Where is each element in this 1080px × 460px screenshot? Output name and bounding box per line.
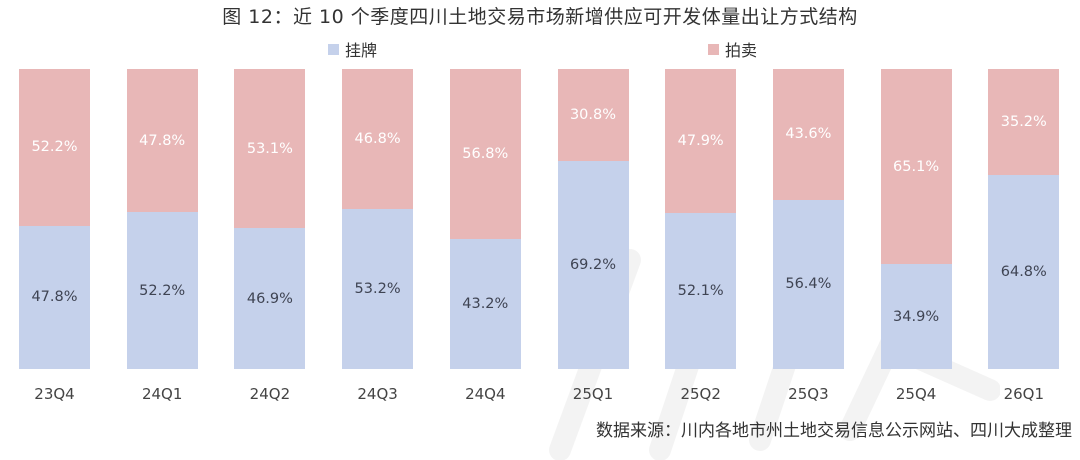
legend-label-listing: 挂牌	[345, 41, 378, 60]
x-tick-label: 25Q4	[895, 385, 937, 403]
data-source-note: 数据来源：川内各地市州土地交易信息公示网站、四川大成整理	[596, 421, 1072, 441]
x-tick-label: 25Q3	[788, 385, 829, 403]
data-label-listing: 34.9%	[893, 308, 940, 325]
x-tick-label: 25Q2	[680, 385, 721, 403]
data-label-auction: 35.2%	[1000, 113, 1047, 130]
data-label-auction: 30.8%	[569, 107, 617, 124]
x-tick-label: 25Q1	[572, 385, 614, 403]
data-label-listing: 69.2%	[569, 257, 617, 274]
bar-segment-listing: 52.1%	[665, 212, 737, 369]
bar-23Q4: 52.2% 47.8%	[19, 69, 90, 369]
bar-segment-listing: 52.2%	[126, 212, 198, 369]
bar-segment-auction: 52.2%	[19, 69, 90, 226]
bar-segment-auction: 65.1%	[880, 69, 952, 265]
legend-swatch-listing-icon	[328, 43, 339, 55]
bar-segment-auction: 53.1%	[234, 69, 306, 229]
chart-title: 图 12：近 10 个季度四川土地交易市场新增供应可开发体量出让方式结构	[222, 6, 858, 28]
plot-area: 52.2% 47.8% 47.8% 52.2% 53.1% 46.9% 46.8% 53.2%…	[0, 69, 1080, 369]
bar-segment-auction: 30.8%	[557, 69, 629, 162]
data-label-listing: 43.2%	[462, 296, 509, 313]
bar-segment-listing: 69.2%	[557, 161, 629, 369]
bar-segment-listing: 56.4%	[772, 199, 844, 369]
data-label-listing: 47.8%	[31, 289, 78, 306]
data-label-auction: 46.8%	[354, 131, 401, 148]
bar-24Q1: 47.8% 52.2%	[126, 69, 198, 369]
x-tick-label: 24Q2	[249, 385, 291, 403]
x-tick-label: 24Q3	[357, 385, 398, 403]
data-label-listing: 52.2%	[139, 282, 186, 299]
bar-25Q2: 47.9% 52.1%	[665, 69, 737, 369]
bar-25Q1: 30.8% 69.2%	[557, 69, 629, 369]
data-label-listing: 46.9%	[246, 290, 293, 307]
bar-segment-auction: 43.6%	[772, 69, 844, 200]
data-label-auction: 52.2%	[31, 139, 78, 156]
x-tick-label: 24Q4	[465, 385, 506, 403]
bar-24Q2: 53.1% 46.9%	[234, 69, 306, 369]
legend-item-auction: 拍卖	[708, 37, 757, 61]
data-label-auction: 43.6%	[785, 126, 832, 143]
data-label-auction: 47.8%	[139, 132, 186, 149]
data-label-auction: 56.8%	[462, 146, 509, 163]
bar-25Q4: 65.1% 34.9%	[880, 69, 952, 369]
data-label-listing: 52.1%	[677, 282, 724, 299]
data-label-auction: 47.9%	[677, 132, 724, 149]
legend-label-auction: 拍卖	[725, 41, 758, 60]
legend-swatch-auction-icon	[708, 43, 719, 55]
data-label-auction: 65.1%	[893, 158, 940, 175]
bar-segment-auction: 35.2%	[988, 69, 1060, 175]
data-label-auction: 53.1%	[246, 140, 293, 157]
bar-segment-listing: 53.2%	[342, 209, 414, 369]
x-tick-label: 24Q1	[141, 385, 183, 403]
bar-segment-auction: 46.8%	[342, 69, 414, 210]
bar-25Q3: 43.6% 56.4%	[772, 69, 844, 369]
bar-segment-listing: 46.9%	[234, 228, 306, 369]
bar-segment-listing: 43.2%	[449, 239, 521, 369]
bar-segment-listing: 34.9%	[880, 264, 952, 369]
bar-segment-auction: 56.8%	[449, 69, 521, 240]
data-label-listing: 56.4%	[785, 276, 832, 293]
x-tick-label: 23Q4	[34, 385, 75, 403]
legend-item-listing: 挂牌	[328, 37, 377, 61]
bar-segment-auction: 47.9%	[665, 69, 737, 213]
bar-24Q4: 56.8% 43.2%	[449, 69, 521, 369]
data-label-listing: 64.8%	[1000, 263, 1047, 280]
x-tick-label: 26Q1	[1003, 385, 1045, 403]
bar-segment-listing: 47.8%	[19, 225, 90, 369]
bar-26Q1: 35.2% 64.8%	[988, 69, 1060, 369]
bar-24Q3: 46.8% 53.2%	[342, 69, 414, 369]
bar-segment-auction: 47.8%	[126, 69, 198, 213]
data-label-listing: 53.2%	[354, 281, 401, 298]
bar-segment-listing: 64.8%	[988, 174, 1060, 369]
